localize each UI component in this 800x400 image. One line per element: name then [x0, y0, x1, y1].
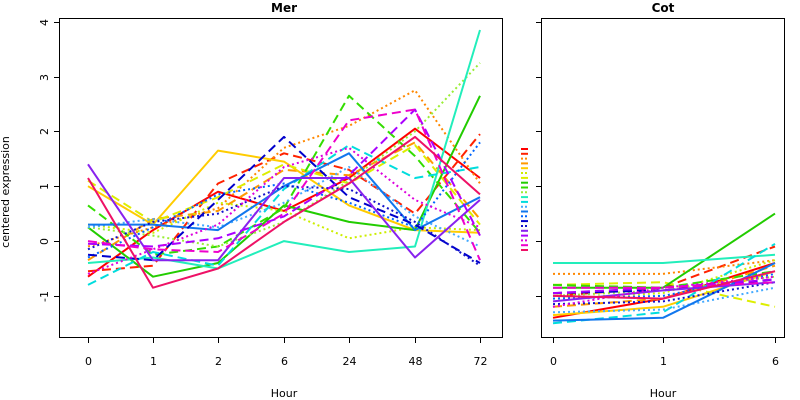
series-line-mer-18: [87, 163, 481, 262]
series-line-cot-17: [552, 281, 776, 306]
x-tick-label-mer: 0: [85, 355, 92, 368]
series-line-cot-13: [552, 286, 776, 314]
y-tick-label: 3: [38, 74, 51, 81]
series-line-mer-19: [87, 108, 481, 248]
x-axis-cot: 0 1 6: [550, 337, 779, 368]
x-tick-label-cot: 6: [772, 355, 779, 368]
series-line-mer-22: [87, 135, 481, 289]
series-line-mer-4: [87, 141, 481, 262]
panel-title-cot: Cot: [652, 1, 675, 15]
x-tick-label-mer: 1: [150, 355, 157, 368]
series-line-mer-12: [87, 144, 481, 286]
panel-cot: Cot 0 1 6 Hour: [536, 1, 785, 400]
series-line-cot-9: [552, 270, 776, 289]
series-lines-cot: [552, 212, 776, 325]
series-key-marks: [521, 148, 528, 251]
series-line-cot-21: [553, 281, 776, 289]
x-axis-label-mer: Hour: [271, 387, 298, 400]
series-line-mer-1: [87, 127, 481, 278]
series-line-mer-9: [87, 94, 481, 256]
x-axis-mer: 0 1 2 6 24 48 72: [85, 337, 488, 368]
series-line-mer-14: [88, 152, 481, 232]
y-tick-label: 4: [38, 19, 51, 26]
panel-frame-mer: [59, 18, 503, 338]
x-tick-label-cot: 0: [550, 355, 557, 368]
series-lines-mer: [87, 29, 481, 289]
series-line-cot-11: [553, 253, 776, 264]
x-tick-label-mer: 2: [215, 355, 222, 368]
x-tick-label-mer: 72: [474, 355, 488, 368]
y-tick-label: -1: [38, 291, 51, 302]
y-tick-label: 1: [38, 183, 51, 190]
series-line-mer-6: [87, 201, 481, 240]
series-line-mer-15: [87, 141, 481, 259]
series-line-cot-7: [552, 281, 776, 308]
x-tick-label-mer: 24: [343, 355, 357, 368]
series-line-mer-16: [87, 135, 481, 264]
y-axis-label: centered expression: [0, 136, 12, 248]
series-line-mer-11: [87, 29, 481, 270]
x-tick-label-mer: 48: [409, 355, 423, 368]
series-line-cot-22: [552, 270, 776, 300]
x-axis-label-cot: Hour: [650, 387, 677, 400]
series-line-mer-13: [87, 166, 481, 248]
series-line-mer-17: [87, 185, 481, 267]
y-tick-label: 0: [38, 238, 51, 245]
y-tick-label: 2: [38, 128, 51, 135]
series-line-cot-3: [553, 259, 776, 275]
panel-mer: Mer -1 0 1 2 3 4 0 1 2 6 24 48 72 Hour: [38, 1, 528, 400]
x-tick-label-cot: 1: [660, 355, 667, 368]
series-line-mer-2: [87, 133, 481, 273]
x-tick-label-mer: 6: [281, 355, 288, 368]
series-line-cot-19: [552, 278, 776, 295]
y-axis-mer: -1 0 1 2 3 4: [38, 19, 60, 302]
series-line-mer-7: [87, 144, 481, 226]
panel-title-mer: Mer: [271, 1, 297, 15]
series-line-mer-20: [87, 146, 481, 275]
y-axis-cot: [536, 22, 542, 297]
series-line-mer-21: [87, 108, 481, 261]
